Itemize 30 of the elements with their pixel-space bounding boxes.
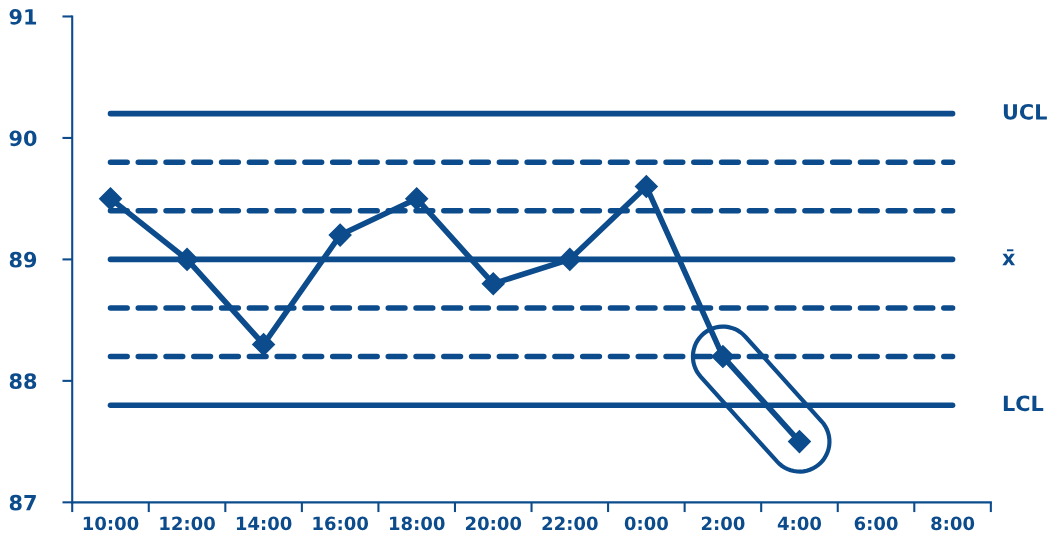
point bbox=[175, 247, 199, 271]
point bbox=[787, 430, 811, 454]
y-tick-label: 91 bbox=[9, 8, 37, 25]
point bbox=[558, 247, 582, 271]
y-tick-label: 90 bbox=[9, 130, 37, 147]
x-tick-label: 0:00 bbox=[624, 516, 668, 531]
y-tick-label: 87 bbox=[9, 494, 36, 511]
point bbox=[328, 223, 352, 247]
y-tick-label: 88 bbox=[9, 373, 37, 390]
x-tick-label: 4:00 bbox=[777, 516, 822, 531]
point bbox=[634, 175, 658, 199]
ref-line-label: UCL bbox=[1003, 103, 1047, 120]
ref-line-label: LCL bbox=[1003, 395, 1044, 412]
point bbox=[405, 187, 429, 211]
x-tick-label: 6:00 bbox=[854, 516, 898, 531]
x-tick-label: 22:00 bbox=[542, 516, 598, 531]
x-tick-label: 14:00 bbox=[236, 516, 292, 531]
point bbox=[711, 345, 735, 369]
point bbox=[481, 272, 505, 296]
ref-line-label: x̄ bbox=[1002, 249, 1016, 266]
x-tick-label: 10:00 bbox=[83, 516, 139, 531]
point bbox=[252, 332, 276, 356]
x-tick-label: 18:00 bbox=[390, 516, 445, 531]
point bbox=[98, 187, 122, 211]
x-tick-label: 20:00 bbox=[465, 516, 522, 531]
x-tick-label: 16:00 bbox=[313, 516, 369, 531]
y-tick-label: 89 bbox=[9, 251, 37, 268]
x-tick-label: 2:00 bbox=[701, 516, 745, 531]
x-tick-label: 12:00 bbox=[160, 516, 215, 531]
x-tick-label: 8:00 bbox=[931, 516, 975, 531]
